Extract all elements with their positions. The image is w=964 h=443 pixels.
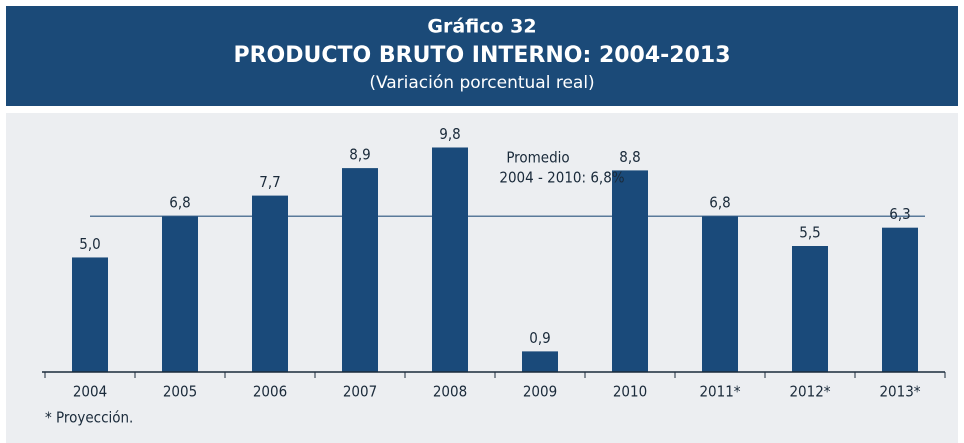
x-tick-label: 2007 (343, 383, 377, 401)
value-label: 8,9 (349, 146, 370, 164)
value-label: 6,8 (709, 194, 730, 212)
value-label: 7,7 (259, 173, 280, 191)
bar (612, 170, 648, 372)
bar (882, 227, 918, 372)
x-tick-label: 2004 (73, 383, 107, 401)
bar (342, 168, 378, 372)
bar (432, 147, 468, 372)
x-tick-label: 2009 (523, 383, 557, 401)
value-label: 8,8 (619, 148, 640, 166)
value-label: 0,9 (529, 329, 550, 347)
annotation: 2004 - 2010: 6,8% (499, 169, 624, 187)
value-label: 5,0 (79, 235, 100, 253)
chart-title: Gráfico 32 (427, 16, 536, 38)
header-band (6, 6, 958, 106)
bar (522, 351, 558, 372)
value-label: 5,5 (799, 224, 820, 242)
x-tick-label: 2011* (699, 383, 740, 401)
x-tick-label: 2012* (789, 383, 830, 401)
bar (792, 246, 828, 372)
x-tick-label: 2013* (879, 383, 920, 401)
chart-subtitle: PRODUCTO BRUTO INTERNO: 2004-2013 (233, 43, 730, 68)
x-tick-label: 2008 (433, 383, 467, 401)
x-tick-label: 2005 (163, 383, 197, 401)
footnote: * Proyección. (45, 409, 133, 427)
bar (72, 257, 108, 372)
value-label: 6,3 (889, 205, 910, 223)
bar (252, 195, 288, 372)
bar (702, 216, 738, 372)
value-label: 9,8 (439, 125, 460, 143)
bar (162, 216, 198, 372)
x-tick-label: 2006 (253, 383, 287, 401)
annotation: Promedio (506, 149, 569, 167)
value-label: 6,8 (169, 194, 190, 212)
x-tick-label: 2010 (613, 383, 647, 401)
chart-subtitle-2: (Variación porcentual real) (369, 73, 594, 93)
